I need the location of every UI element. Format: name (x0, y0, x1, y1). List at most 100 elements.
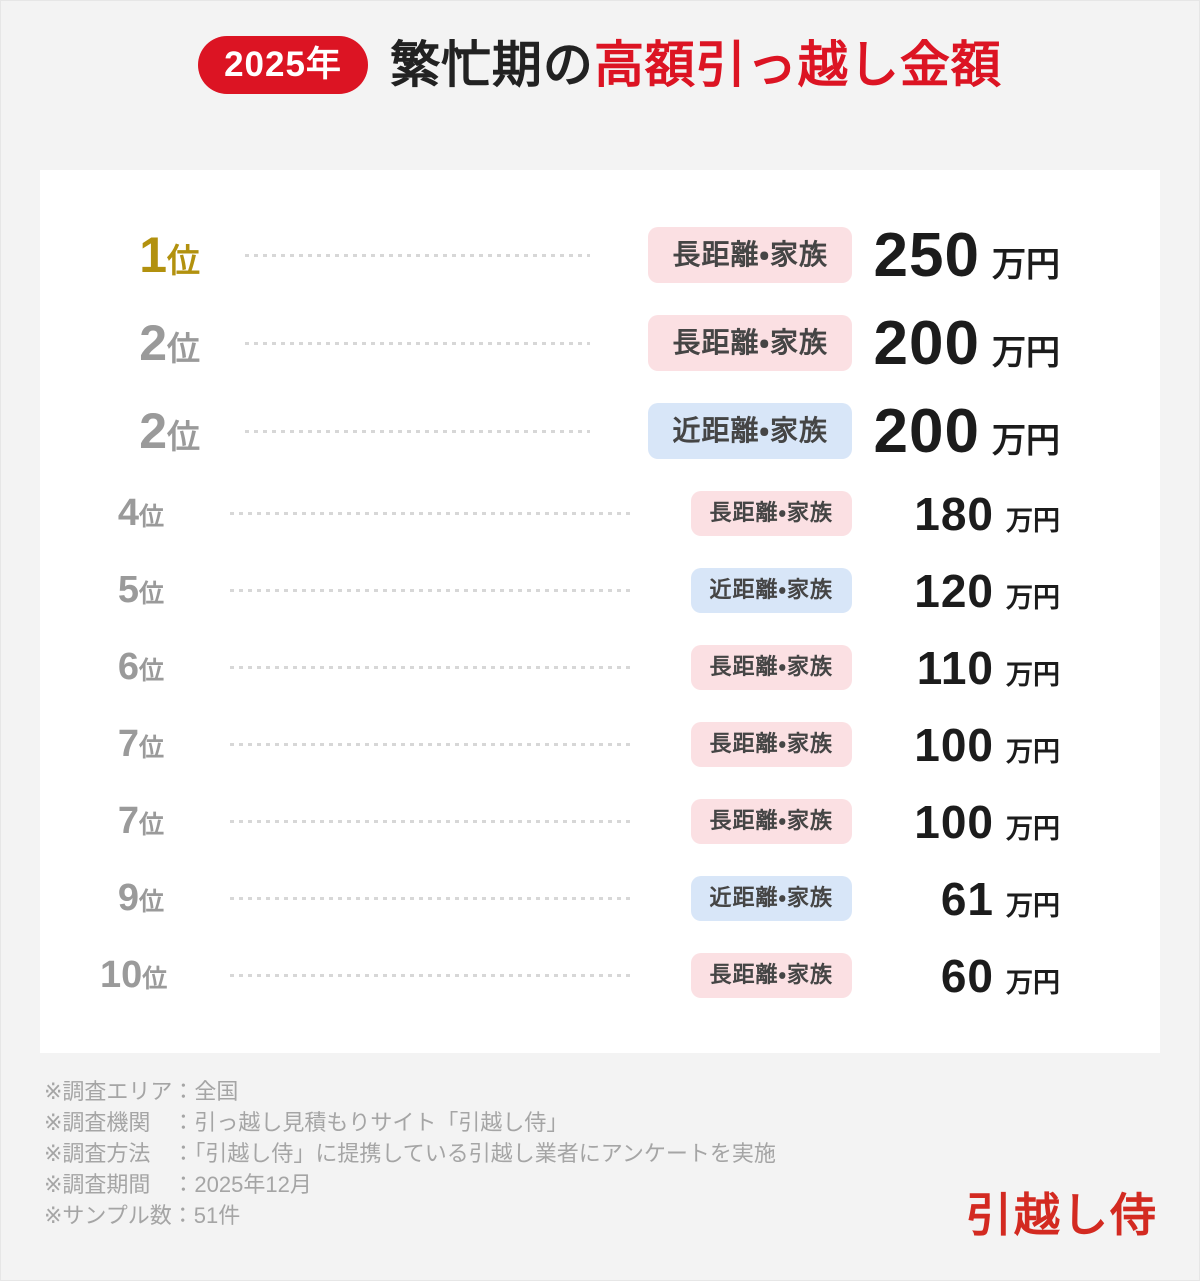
category-badge-column: 近距離・家族 (622, 403, 852, 459)
rank-label: 6位 (100, 646, 200, 689)
category-badge: 長距離・家族 (648, 315, 852, 371)
rank-number: 4 (117, 492, 139, 534)
survey-note-line: ※調査期間 ：2025年12月 (44, 1172, 312, 1197)
rank-suffix: 位 (167, 242, 200, 279)
category-badge: 長距離・家族 (648, 227, 852, 283)
dotted-leader-line (230, 589, 634, 592)
amount-unit: 万円 (1006, 582, 1060, 613)
rank-suffix: 位 (167, 330, 200, 367)
rank-number: 1 (139, 227, 167, 283)
rank-label: 4位 (100, 492, 200, 535)
category-badge: 長距離・家族 (690, 645, 852, 690)
ranking-row: 2位 長距離・家族 200 万円 (100, 299, 1060, 387)
ranking-row: 7位 長距離・家族 100 万円 (100, 706, 1060, 783)
category-badge: 近距離・家族 (648, 403, 852, 459)
amount: 110 万円 (852, 641, 1060, 695)
amount-value: 200 (873, 396, 980, 466)
page-title: 繁忙期の高額引っ越し金額 (389, 36, 1002, 93)
category-badge-column: 長距離・家族 (622, 799, 852, 844)
amount-unit: 万円 (1006, 890, 1060, 921)
amount-value: 60 (940, 949, 994, 1002)
amount-value: 180 (914, 487, 994, 540)
dotted-leader-line (245, 341, 590, 345)
amount: 100 万円 (852, 718, 1060, 772)
header: 2025年 繁忙期の高額引っ越し金額 (0, 0, 1200, 130)
amount-unit: 万円 (1006, 505, 1060, 536)
page-title-red: 高額引っ越し金額 (593, 36, 1002, 93)
category-badge: 近距離・家族 (690, 876, 852, 921)
amount-value: 250 (873, 220, 980, 290)
survey-note-line: ※調査エリア：全国 (44, 1079, 239, 1104)
category-badge: 長距離・家族 (690, 953, 852, 998)
category-badge-column: 長距離・家族 (622, 491, 852, 536)
ranking-row: 10位 長距離・家族 60 万円 (100, 937, 1060, 1014)
hikkoshi-zamurai-logo: 引越し侍 (966, 1189, 1158, 1241)
survey-note-line: ※調査方法 ：「引越し侍」に提携している引越し業者にアンケートを実施 (44, 1141, 776, 1166)
rank-suffix: 位 (138, 503, 164, 531)
rank-number: 7 (117, 723, 139, 765)
category-badge-column: 近距離・家族 (622, 568, 852, 613)
category-badge-column: 長距離・家族 (622, 722, 852, 767)
category-badge-column: 近距離・家族 (622, 876, 852, 921)
rank-label: 5位 (100, 569, 200, 612)
rank-number: 2 (139, 403, 167, 459)
category-badge: 長距離・家族 (690, 491, 852, 536)
amount: 61 万円 (852, 872, 1060, 926)
rank-label: 2位 (100, 314, 200, 372)
survey-note-line: ※サンプル数：51件 (44, 1203, 241, 1228)
dotted-leader-line (230, 666, 634, 669)
amount-unit: 万円 (1006, 967, 1060, 998)
amount: 120 万円 (852, 564, 1060, 618)
amount-value: 120 (914, 564, 994, 617)
category-badge-column: 長距離・家族 (622, 953, 852, 998)
rank-number: 5 (117, 569, 139, 611)
amount-value: 100 (914, 718, 994, 771)
rank-label: 9位 (100, 877, 200, 920)
amount-unit: 万円 (1006, 813, 1060, 844)
dotted-leader-line (245, 429, 590, 433)
amount-value: 110 (916, 641, 994, 694)
rank-number: 7 (117, 800, 139, 842)
category-badge: 長距離・家族 (690, 722, 852, 767)
dotted-leader-line (230, 974, 634, 977)
rank-label: 7位 (100, 723, 200, 766)
amount: 180 万円 (852, 487, 1060, 541)
dotted-leader-line (245, 253, 590, 257)
category-badge: 長距離・家族 (690, 799, 852, 844)
page-title-black: 繁忙期の (389, 36, 594, 93)
rank-suffix: 位 (167, 418, 200, 455)
rank-suffix: 位 (138, 734, 164, 762)
dotted-leader-line (230, 897, 634, 900)
ranking-row: 6位 長距離・家族 110 万円 (100, 629, 1060, 706)
rank-suffix: 位 (142, 965, 168, 993)
amount-unit: 万円 (992, 333, 1060, 372)
rank-label: 10位 (100, 954, 200, 997)
category-badge-column: 長距離・家族 (622, 645, 852, 690)
category-badge-column: 長距離・家族 (622, 227, 852, 283)
rank-number: 2 (139, 315, 167, 371)
amount-unit: 万円 (992, 245, 1060, 284)
rank-suffix: 位 (138, 657, 164, 685)
amount-unit: 万円 (1006, 736, 1060, 767)
amount-value: 200 (873, 308, 980, 378)
dotted-leader-line (230, 512, 634, 515)
survey-notes: ※調査エリア：全国 ※調査機関 ：引っ越し見積もりサイト「引越し侍」 ※調査方法 ：… (44, 1076, 776, 1231)
survey-note-line: ※調査機関 ：引っ越し見積もりサイト「引越し侍」 (44, 1110, 569, 1135)
rank-label: 1位 (100, 226, 200, 284)
ranking-row: 9位 近距離・家族 61 万円 (100, 860, 1060, 937)
ranking-row: 4位 長距離・家族 180 万円 (100, 475, 1060, 552)
rank-number: 10 (100, 954, 143, 996)
amount-unit: 万円 (1006, 659, 1060, 690)
year-badge: 2025年 (198, 35, 368, 95)
amount: 100 万円 (852, 795, 1060, 849)
amount-value: 61 (940, 872, 994, 925)
ranking-row: 2位 近距離・家族 200 万円 (100, 387, 1060, 475)
category-badge: 近距離・家族 (690, 568, 852, 613)
ranking-row: 5位 近距離・家族 120 万円 (100, 552, 1060, 629)
dotted-leader-line (230, 743, 634, 746)
amount-value: 100 (914, 795, 994, 848)
rank-suffix: 位 (138, 811, 164, 839)
rank-number: 9 (117, 877, 139, 919)
dotted-leader-line (230, 820, 634, 823)
